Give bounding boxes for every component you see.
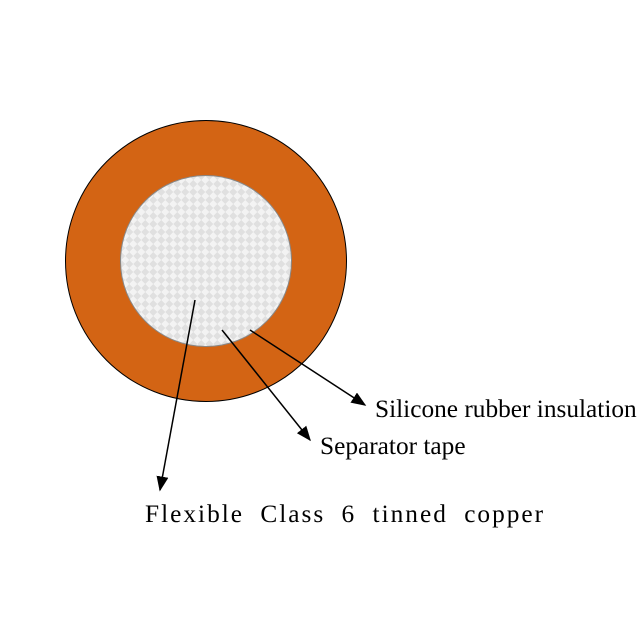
label-copper: Flexible Class 6 tinned copper bbox=[145, 500, 545, 529]
arrow-to-separator bbox=[222, 330, 310, 440]
arrow-to-copper bbox=[160, 300, 195, 490]
label-insulation: Silicone rubber insulation bbox=[375, 395, 637, 424]
arrow-to-insulation bbox=[250, 330, 365, 405]
leader-arrows bbox=[0, 0, 640, 640]
diagram-canvas: Silicone rubber insulation Separator tap… bbox=[0, 0, 640, 640]
label-separator: Separator tape bbox=[320, 432, 466, 461]
